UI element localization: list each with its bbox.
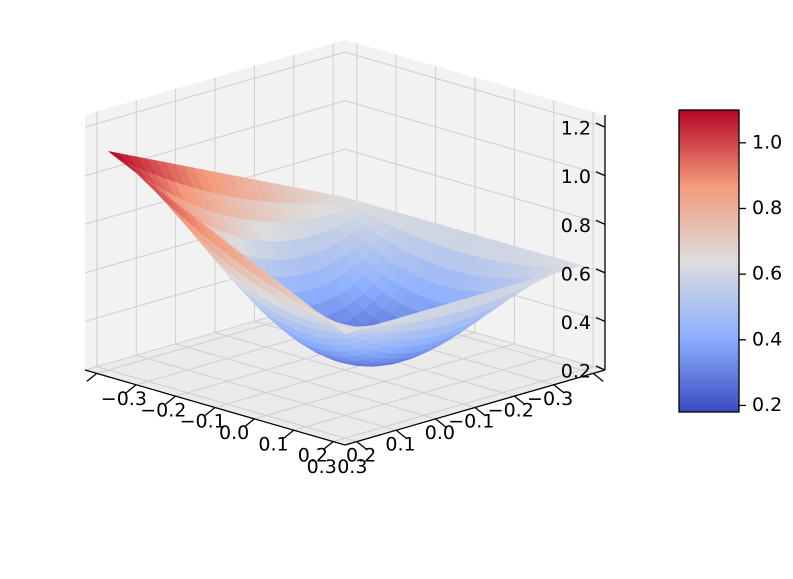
x-tick-mark <box>553 384 565 394</box>
gridline-y-floor <box>254 343 515 420</box>
z-tick-label: 0.2 <box>561 361 591 383</box>
colorbar-tick-label: 0.4 <box>752 328 782 350</box>
gridline-y-floor <box>333 366 594 443</box>
y-tick-mark <box>204 406 216 417</box>
y-tick-label: −0.3 <box>101 388 147 410</box>
colorbar-tick-label: 0.8 <box>752 197 782 219</box>
gridline-z-left <box>344 51 606 128</box>
y-tick-mark <box>283 429 295 439</box>
colorbar-bar <box>678 109 740 413</box>
z-tick-label: 1.2 <box>561 118 591 140</box>
z-tick-mark <box>595 268 606 274</box>
x-tick-label: 0.0 <box>425 422 455 444</box>
y-tick-label: 0.0 <box>219 422 249 444</box>
y-tick-mark <box>125 384 137 394</box>
colorbar-tick-label: 0.6 <box>752 263 782 285</box>
gridline-z-left <box>344 100 606 177</box>
z-tick-mark <box>595 219 606 225</box>
colorbar-tick-label: 0.2 <box>752 394 782 416</box>
x-tick-mark <box>592 372 604 382</box>
x-tick-mark <box>395 429 407 439</box>
gridline-z-left <box>344 148 606 225</box>
z-tick-label: 0.4 <box>561 312 591 334</box>
x-tick-mark <box>513 395 525 405</box>
y-tick-mark <box>86 372 98 382</box>
surface-mesh <box>108 151 583 367</box>
y-tick-mark <box>243 418 255 428</box>
z-tick-mark <box>595 316 606 323</box>
y-tick-label: 0.1 <box>258 433 288 455</box>
gridline-z-right <box>84 51 346 128</box>
surface-patch <box>334 326 356 335</box>
z-tick-label: 0.8 <box>561 215 591 237</box>
gridline-y-floor <box>293 354 554 431</box>
y-tick-mark <box>322 441 334 451</box>
y-tick-mark <box>165 395 177 405</box>
z-tick-label: 0.6 <box>561 263 591 285</box>
x-tick-label: 0.3 <box>307 456 337 478</box>
x-tick-label: −0.2 <box>488 399 534 421</box>
x-tick-label: −0.1 <box>448 411 494 433</box>
colorbar-tick-label: 1.0 <box>752 131 782 153</box>
x-tick-label: 0.2 <box>346 445 376 467</box>
x-tick-label: 0.1 <box>385 433 415 455</box>
z-tick-mark <box>595 365 606 371</box>
x-tick-label: −0.3 <box>527 388 573 410</box>
y-tick-label: −0.1 <box>180 411 226 433</box>
y-tick-label: −0.2 <box>140 399 186 421</box>
y-tick-label: 0.2 <box>298 445 328 467</box>
z-tick-mark <box>595 122 606 128</box>
y-tick-label: 0.3 <box>337 456 367 478</box>
z-tick-mark <box>595 171 606 177</box>
axis-ticks: −0.3−0.2−0.10.00.10.20.3−0.3−0.2−0.10.00… <box>86 118 606 478</box>
x-tick-mark <box>474 406 486 417</box>
x-tick-mark <box>435 418 447 428</box>
z-tick-label: 1.0 <box>561 166 591 188</box>
x-tick-mark <box>356 441 368 451</box>
colorbar: 0.2 0.4 0.6 0.8 1.0 <box>678 109 782 416</box>
